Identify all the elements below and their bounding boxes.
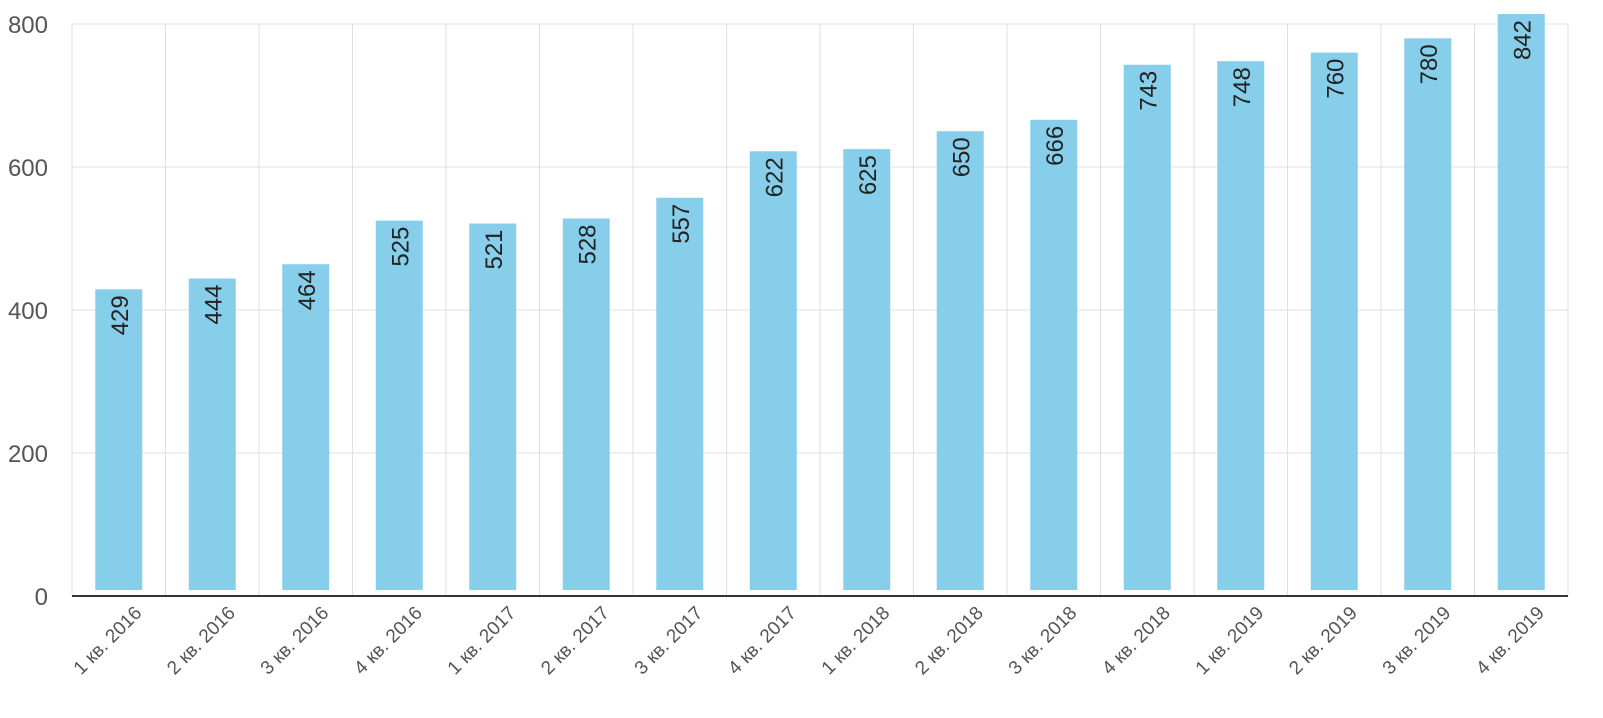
bar-value-label: 622: [761, 157, 788, 197]
x-tick-label: 2 кв. 2019: [1285, 603, 1361, 679]
y-tick-label: 800: [8, 12, 48, 39]
bar-value-label: 780: [1416, 44, 1443, 84]
bar-value-label: 521: [481, 229, 508, 269]
bar-value-label: 666: [1042, 126, 1069, 166]
bar-value-label: 748: [1229, 67, 1256, 107]
bar-value-label: 650: [948, 137, 975, 177]
y-tick-label: 0: [35, 584, 48, 611]
bar-value-label: 743: [1135, 71, 1162, 111]
bar: [749, 151, 797, 590]
bar: [1310, 52, 1358, 591]
x-tick-label: 4 кв. 2016: [350, 603, 426, 679]
bar: [469, 223, 517, 591]
bar: [95, 289, 143, 590]
bar: [1217, 61, 1265, 591]
bar-value-label: 464: [294, 270, 321, 310]
bar: [843, 149, 891, 590]
x-tick-label: 4 кв. 2017: [724, 603, 800, 679]
bar: [188, 278, 236, 590]
bar-layer: [95, 14, 1545, 591]
bar: [1404, 38, 1452, 591]
y-tick-label: 600: [8, 155, 48, 182]
x-tick-label: 2 кв. 2016: [163, 603, 239, 679]
bar-value-label: 760: [1322, 59, 1349, 99]
bar-value-label: 625: [855, 155, 882, 195]
x-tick-label: 3 кв. 2016: [257, 603, 333, 679]
y-tick-label: 400: [8, 298, 48, 325]
x-tick-label: 4 кв. 2019: [1472, 603, 1548, 679]
bar-value-label: 429: [107, 295, 134, 335]
x-tick-label: 2 кв. 2018: [911, 603, 987, 679]
grid-layer: [71, 23, 1569, 596]
bar: [375, 220, 423, 590]
bar-value-label: 444: [200, 285, 227, 325]
x-tick-label: 1 кв. 2019: [1192, 603, 1268, 679]
y-tick-label: 200: [8, 441, 48, 468]
bar: [1497, 14, 1545, 590]
x-tick-label: 1 кв. 2018: [818, 603, 894, 679]
x-tick-label: 3 кв. 2018: [1005, 603, 1081, 679]
x-tick-label: 1 кв. 2017: [444, 603, 520, 679]
x-tick-label: 1 кв. 2016: [70, 603, 146, 679]
x-tick-label: 4 кв. 2018: [1098, 603, 1174, 679]
bar-value-label: 842: [1509, 20, 1536, 60]
bar-value-label: 557: [668, 204, 695, 244]
bar: [656, 197, 704, 590]
bar: [1123, 64, 1171, 590]
bar: [282, 264, 330, 590]
x-tick-label: 2 кв. 2017: [537, 603, 613, 679]
bar: [1030, 119, 1078, 590]
x-tick-label: 3 кв. 2017: [631, 603, 707, 679]
x-tick-label: 3 кв. 2019: [1379, 603, 1455, 679]
bar: [562, 218, 610, 591]
bar: [936, 131, 984, 590]
bar-value-label: 525: [387, 227, 414, 267]
bar-value-label: 528: [574, 224, 601, 264]
